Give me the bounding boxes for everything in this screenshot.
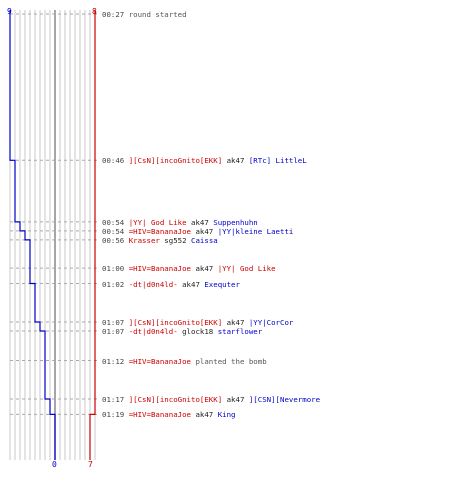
event-text: sg552	[159, 235, 192, 245]
event-row: 00:54 =HIV=BananaJoe ak47 |YY|kleine Lae…	[102, 227, 293, 236]
event-row: 00:46 ][CsN][incoGnito[EKK] ak47 [RTc] L…	[102, 156, 307, 165]
event-time: 00:46	[102, 156, 129, 166]
event-time: 01:02	[102, 279, 129, 289]
event-time: 01:07	[102, 327, 129, 336]
red-top-label: 8	[92, 7, 97, 16]
event-text: |YY| God Like	[217, 264, 276, 274]
event-row: 01:19 =HIV=BananaJoe ak47 King	[102, 410, 236, 419]
event-text: ak47	[177, 279, 205, 289]
event-text: |YY|CorCor	[248, 318, 294, 327]
event-text: |YY| God Like	[128, 217, 187, 227]
event-text: =HIV=BananaJoe	[128, 264, 191, 274]
event-text: starflower	[217, 327, 263, 336]
red-team-line	[89, 10, 96, 460]
event-text: ak47	[191, 226, 218, 236]
event-row: 01:07 ][CsN][incoGnito[EKK] ak47 |YY|Cor…	[102, 318, 293, 327]
event-text: ak47	[191, 410, 218, 420]
red-bottom-label: 7	[88, 460, 93, 469]
event-text: Suppenhuhn	[213, 217, 258, 227]
event-row: 01:12 =HIV=BananaJoe planted the bomb	[102, 357, 267, 366]
event-row: 01:02 -dt|d0n4ld- ak47 Exequter	[102, 280, 240, 289]
team-lines	[9, 10, 96, 460]
event-guide-lines	[10, 13, 98, 415]
event-text: Exequter	[204, 279, 240, 289]
event-text: ak47	[191, 264, 218, 274]
event-text: planted the bomb	[191, 356, 267, 366]
event-time: 01:19	[102, 410, 129, 420]
event-text: ][CsN][incoGnito[EKK]	[128, 395, 223, 404]
event-text: [RTc] LittleL	[248, 156, 307, 166]
event-text: round started	[128, 10, 187, 19]
blue-bottom-label: 0	[52, 460, 57, 469]
event-text: ak47	[222, 156, 249, 166]
event-text: ][CsN][incoGnito[EKK]	[128, 318, 223, 327]
event-text: ak47	[222, 318, 249, 327]
event-time: 01:17	[102, 395, 129, 404]
event-text: ak47	[222, 395, 249, 404]
event-text: -dt|d0n4ld-	[128, 279, 178, 289]
event-text: King	[217, 410, 236, 420]
event-time: 00:54	[102, 217, 129, 227]
event-text: ][CSN][Nevermore	[248, 395, 321, 404]
blue-top-label: 9	[7, 7, 12, 16]
event-row: 01:07 -dt|d0n4ld- glock18 starflower	[102, 327, 262, 336]
event-text: ][CsN][incoGnito[EKK]	[128, 156, 223, 166]
event-text: Caissa	[191, 235, 218, 245]
chart-grid	[9, 10, 96, 460]
event-row: 01:00 =HIV=BananaJoe ak47 |YY| God Like	[102, 264, 276, 273]
event-text: -dt|d0n4ld-	[128, 327, 178, 336]
event-row: 00:27 round started	[102, 10, 187, 19]
event-time: 00:56	[102, 235, 129, 245]
event-row: 01:17 ][CsN][incoGnito[EKK] ak47 ][CSN][…	[102, 395, 320, 404]
event-time: 01:12	[102, 356, 129, 366]
event-row: 00:56 Krasser sg552 Caissa	[102, 236, 218, 245]
event-text: =HIV=BananaJoe	[128, 226, 191, 236]
blue-team-line	[9, 10, 56, 460]
event-time: 00:27	[102, 10, 129, 19]
event-text: glock18	[177, 327, 218, 336]
event-text: =HIV=BananaJoe	[128, 410, 191, 420]
event-row: 00:54 |YY| God Like ak47 Suppenhuhn	[102, 218, 258, 227]
event-time: 01:00	[102, 264, 129, 274]
event-text: ak47	[186, 217, 214, 227]
event-text: |YY|kleine Laetti	[217, 226, 294, 236]
event-text: Krasser	[128, 235, 160, 245]
event-time: 01:07	[102, 318, 129, 327]
event-time: 00:54	[102, 226, 129, 236]
event-text: =HIV=BananaJoe	[128, 356, 191, 366]
